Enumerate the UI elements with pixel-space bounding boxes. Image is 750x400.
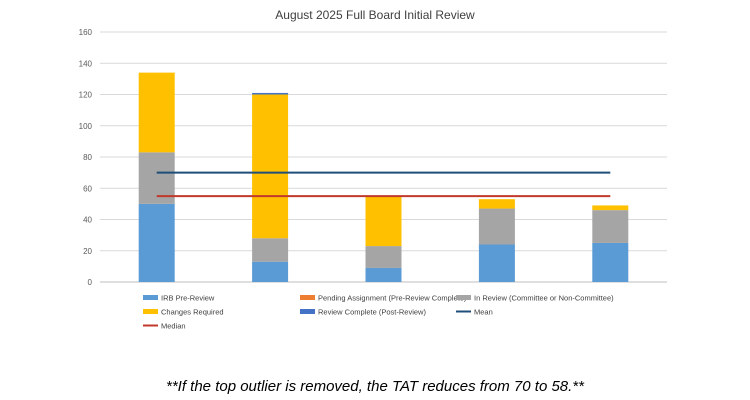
bar-3-0	[138, 72, 175, 153]
bar-3-1	[252, 94, 289, 239]
y-tick-label: 60	[83, 184, 92, 193]
bar-2-3	[478, 208, 515, 245]
bar-0-4	[592, 242, 629, 282]
legend-swatch-3	[143, 309, 158, 314]
bar-0-0	[138, 203, 175, 282]
bar-0-1	[252, 261, 289, 282]
y-tick-label: 20	[83, 247, 92, 256]
footnote: **If the top outlier is removed, the TAT…	[166, 378, 584, 395]
legend-swatch-2	[456, 295, 471, 300]
legend-swatch-4	[300, 309, 315, 314]
legend-label-5: Mean	[474, 308, 493, 317]
y-tick-label: 0	[88, 278, 93, 287]
bar-3-2	[365, 196, 402, 247]
legend-swatch-0	[143, 295, 158, 300]
bar-4-1	[252, 92, 289, 95]
legend-label-0: IRB Pre-Review	[161, 294, 215, 303]
bar-2-1	[252, 238, 289, 262]
bar-0-3	[478, 244, 515, 282]
y-tick-label: 80	[83, 153, 92, 162]
bar-2-4	[592, 210, 629, 243]
chart-title: August 2025 Full Board Initial Review	[275, 8, 475, 22]
y-tick-label: 160	[79, 28, 93, 37]
legend-swatch-1	[300, 295, 315, 300]
legend-label-4: Review Complete (Post-Review)	[318, 308, 426, 317]
y-tick-label: 120	[79, 91, 93, 100]
y-tick-label: 140	[79, 59, 93, 68]
legend-label-1: Pending Assignment (Pre-Review Complete)	[318, 294, 467, 303]
y-tick-label: 40	[83, 216, 92, 225]
y-tick-label: 100	[79, 122, 93, 131]
bar-3-3	[478, 199, 515, 209]
legend-label-6: Median	[161, 322, 186, 331]
bar-3-4	[592, 205, 629, 211]
legend-label-2: In Review (Committee or Non-Committee)	[474, 294, 614, 303]
legend-label-3: Changes Required	[161, 308, 224, 317]
bar-0-2	[365, 267, 402, 282]
bar-2-2	[365, 246, 402, 268]
